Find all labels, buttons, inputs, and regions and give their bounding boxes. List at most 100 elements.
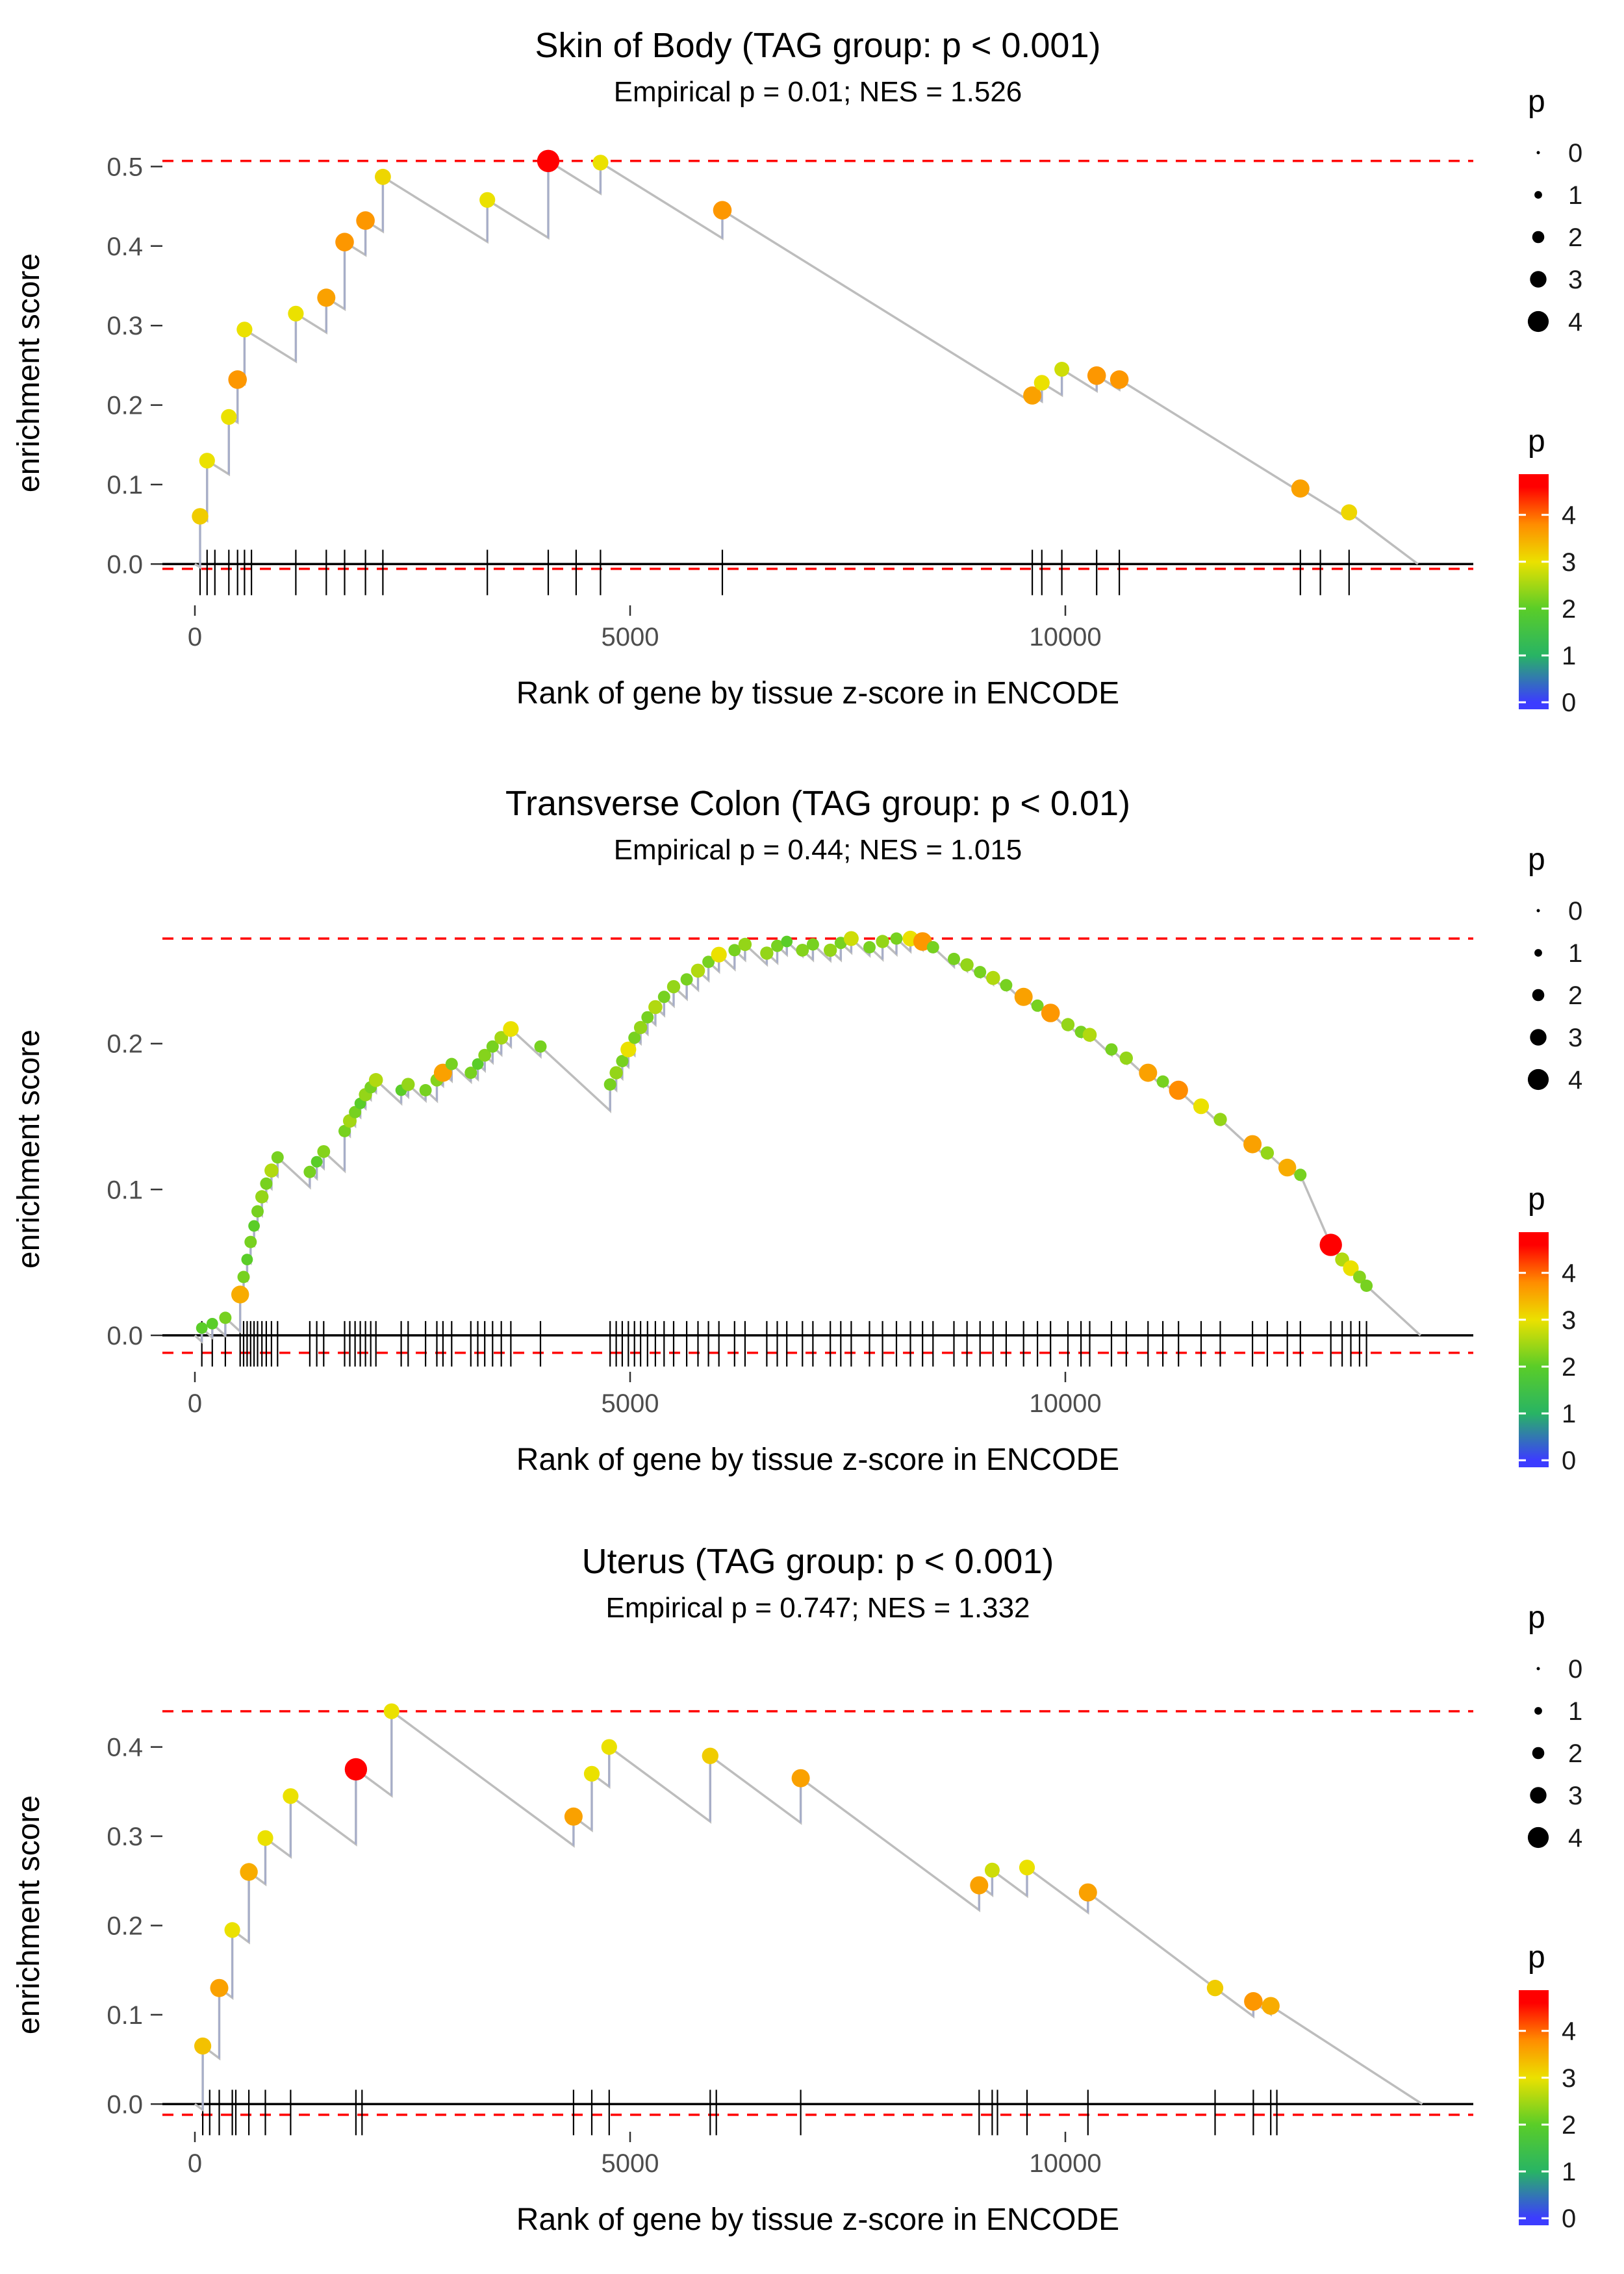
es-point: [760, 946, 774, 960]
es-point: [219, 1311, 232, 1324]
y-tick-label: 0.4: [107, 233, 143, 261]
y-tick-label: 0.3: [107, 1823, 143, 1851]
y-tick-label: 0.1: [107, 1176, 143, 1204]
es-point: [1244, 1992, 1263, 2011]
es-point: [1343, 1260, 1359, 1276]
es-point: [317, 288, 336, 307]
y-tick-label: 0.5: [107, 153, 143, 181]
size-legend-label: 0: [1568, 139, 1582, 168]
es-point: [974, 966, 987, 979]
es-point: [486, 1040, 499, 1053]
es-point: [534, 1040, 547, 1053]
es-point: [1041, 1004, 1060, 1022]
es-point: [1294, 1169, 1307, 1181]
es-point: [960, 958, 974, 972]
es-point: [1031, 999, 1044, 1012]
colorbar-label: 0: [1562, 689, 1576, 717]
es-point: [472, 1058, 484, 1070]
es-point: [1213, 1113, 1227, 1126]
es-point: [1169, 1080, 1188, 1100]
colorbar-label: 0: [1562, 2205, 1576, 2233]
es-point: [251, 1205, 264, 1218]
es-point: [356, 211, 375, 230]
colorbar-label: 2: [1562, 1353, 1576, 1382]
es-point: [641, 1011, 654, 1024]
size-legend-dot: [1532, 231, 1545, 244]
es-point: [863, 941, 876, 954]
es-point: [210, 1978, 229, 1997]
panel-title: Transverse Colon (TAG group: p < 0.01): [505, 784, 1130, 823]
es-point: [335, 233, 354, 252]
size-legend-label: 4: [1568, 1824, 1582, 1852]
es-point: [738, 937, 752, 952]
colorbar: [1519, 1232, 1549, 1467]
es-point: [713, 201, 732, 220]
size-legend-label: 0: [1568, 897, 1582, 926]
es-point: [1193, 1098, 1210, 1115]
size-legend-label: 3: [1568, 1024, 1582, 1052]
es-point: [680, 973, 693, 986]
es-point: [503, 1021, 519, 1037]
es-point: [199, 453, 215, 469]
es-point: [1139, 1063, 1158, 1082]
es-point: [206, 1318, 218, 1330]
colorbar-label: 2: [1562, 595, 1576, 624]
size-legend-title: p: [1528, 1600, 1545, 1635]
panel-title: Uterus (TAG group: p < 0.001): [582, 1542, 1054, 1581]
colorbar-label: 4: [1562, 2017, 1576, 2046]
x-tick-label: 10000: [1029, 1389, 1101, 1418]
uterus-enrichment-plot: 0 5000 10000 0.0 0.1 0.2 0.3 0.4 0 1 2 3 4 4 3 2 1 0 Uter…: [12, 1542, 1582, 2237]
size-legend-title: p: [1528, 84, 1545, 119]
es-point: [771, 939, 783, 952]
plot-area: 0 5000 10000 0.0 0.1 0.2 0.3 0.4 0.5 0 1 2 3 4 4 3 2 1 0: [107, 139, 1582, 717]
es-point: [338, 1124, 351, 1137]
colorbar-label: 1: [1562, 2158, 1576, 2186]
es-point: [237, 1270, 250, 1283]
es-point: [1353, 1270, 1366, 1283]
panel-subtitle: Empirical p = 0.01; NES = 1.526: [614, 76, 1022, 108]
panel-skin-of-body: 0 5000 10000 0.0 0.1 0.2 0.3 0.4 0.5 0 1 2 3 4 4 3 2 1 0 S…: [0, 0, 1624, 758]
panel-title: Skin of Body (TAG group: p < 0.001): [535, 26, 1101, 65]
colorbar: [1519, 1990, 1549, 2225]
size-legend-dot: [1536, 909, 1540, 913]
size-legend-dot: [1530, 1029, 1547, 1046]
es-point: [317, 1145, 331, 1158]
es-point: [796, 944, 809, 957]
es-point: [1341, 504, 1358, 521]
y-tick-label: 0.1: [107, 471, 143, 499]
es-point: [255, 1190, 269, 1204]
es-point: [368, 1073, 383, 1087]
es-point: [564, 1807, 583, 1826]
es-point: [344, 1758, 368, 1781]
es-point: [1278, 1158, 1297, 1177]
size-legend-dot: [1527, 1826, 1549, 1849]
panel-subtitle: Empirical p = 0.747; NES = 1.332: [605, 1592, 1030, 1624]
es-point: [283, 1788, 299, 1804]
es-point: [583, 1765, 600, 1782]
es-point: [1243, 1135, 1262, 1154]
size-legend-label: 3: [1568, 1782, 1582, 1810]
es-point: [1319, 1233, 1342, 1256]
size-legend-dot: [1530, 271, 1547, 288]
es-point: [303, 1165, 316, 1178]
es-point: [271, 1151, 284, 1164]
es-curve: [194, 935, 1421, 1345]
y-tick-label: 0.2: [107, 1030, 143, 1059]
size-legend-dot: [1527, 310, 1549, 333]
es-point: [1082, 1028, 1097, 1042]
es-point: [843, 931, 859, 946]
es-point: [311, 1156, 323, 1168]
size-legend-label: 4: [1568, 308, 1582, 336]
es-point: [728, 944, 741, 957]
es-point: [702, 1747, 719, 1764]
size-legend-title: p: [1528, 842, 1545, 877]
size-legend-dot: [1534, 1707, 1542, 1715]
x-tick-label: 5000: [602, 623, 659, 651]
es-point: [236, 322, 253, 338]
es-point: [702, 955, 715, 968]
es-curve: [194, 1709, 1423, 2112]
colorbar-label: 1: [1562, 642, 1576, 670]
es-point: [628, 1031, 641, 1044]
es-point: [609, 1066, 623, 1080]
es-point: [478, 1048, 492, 1062]
